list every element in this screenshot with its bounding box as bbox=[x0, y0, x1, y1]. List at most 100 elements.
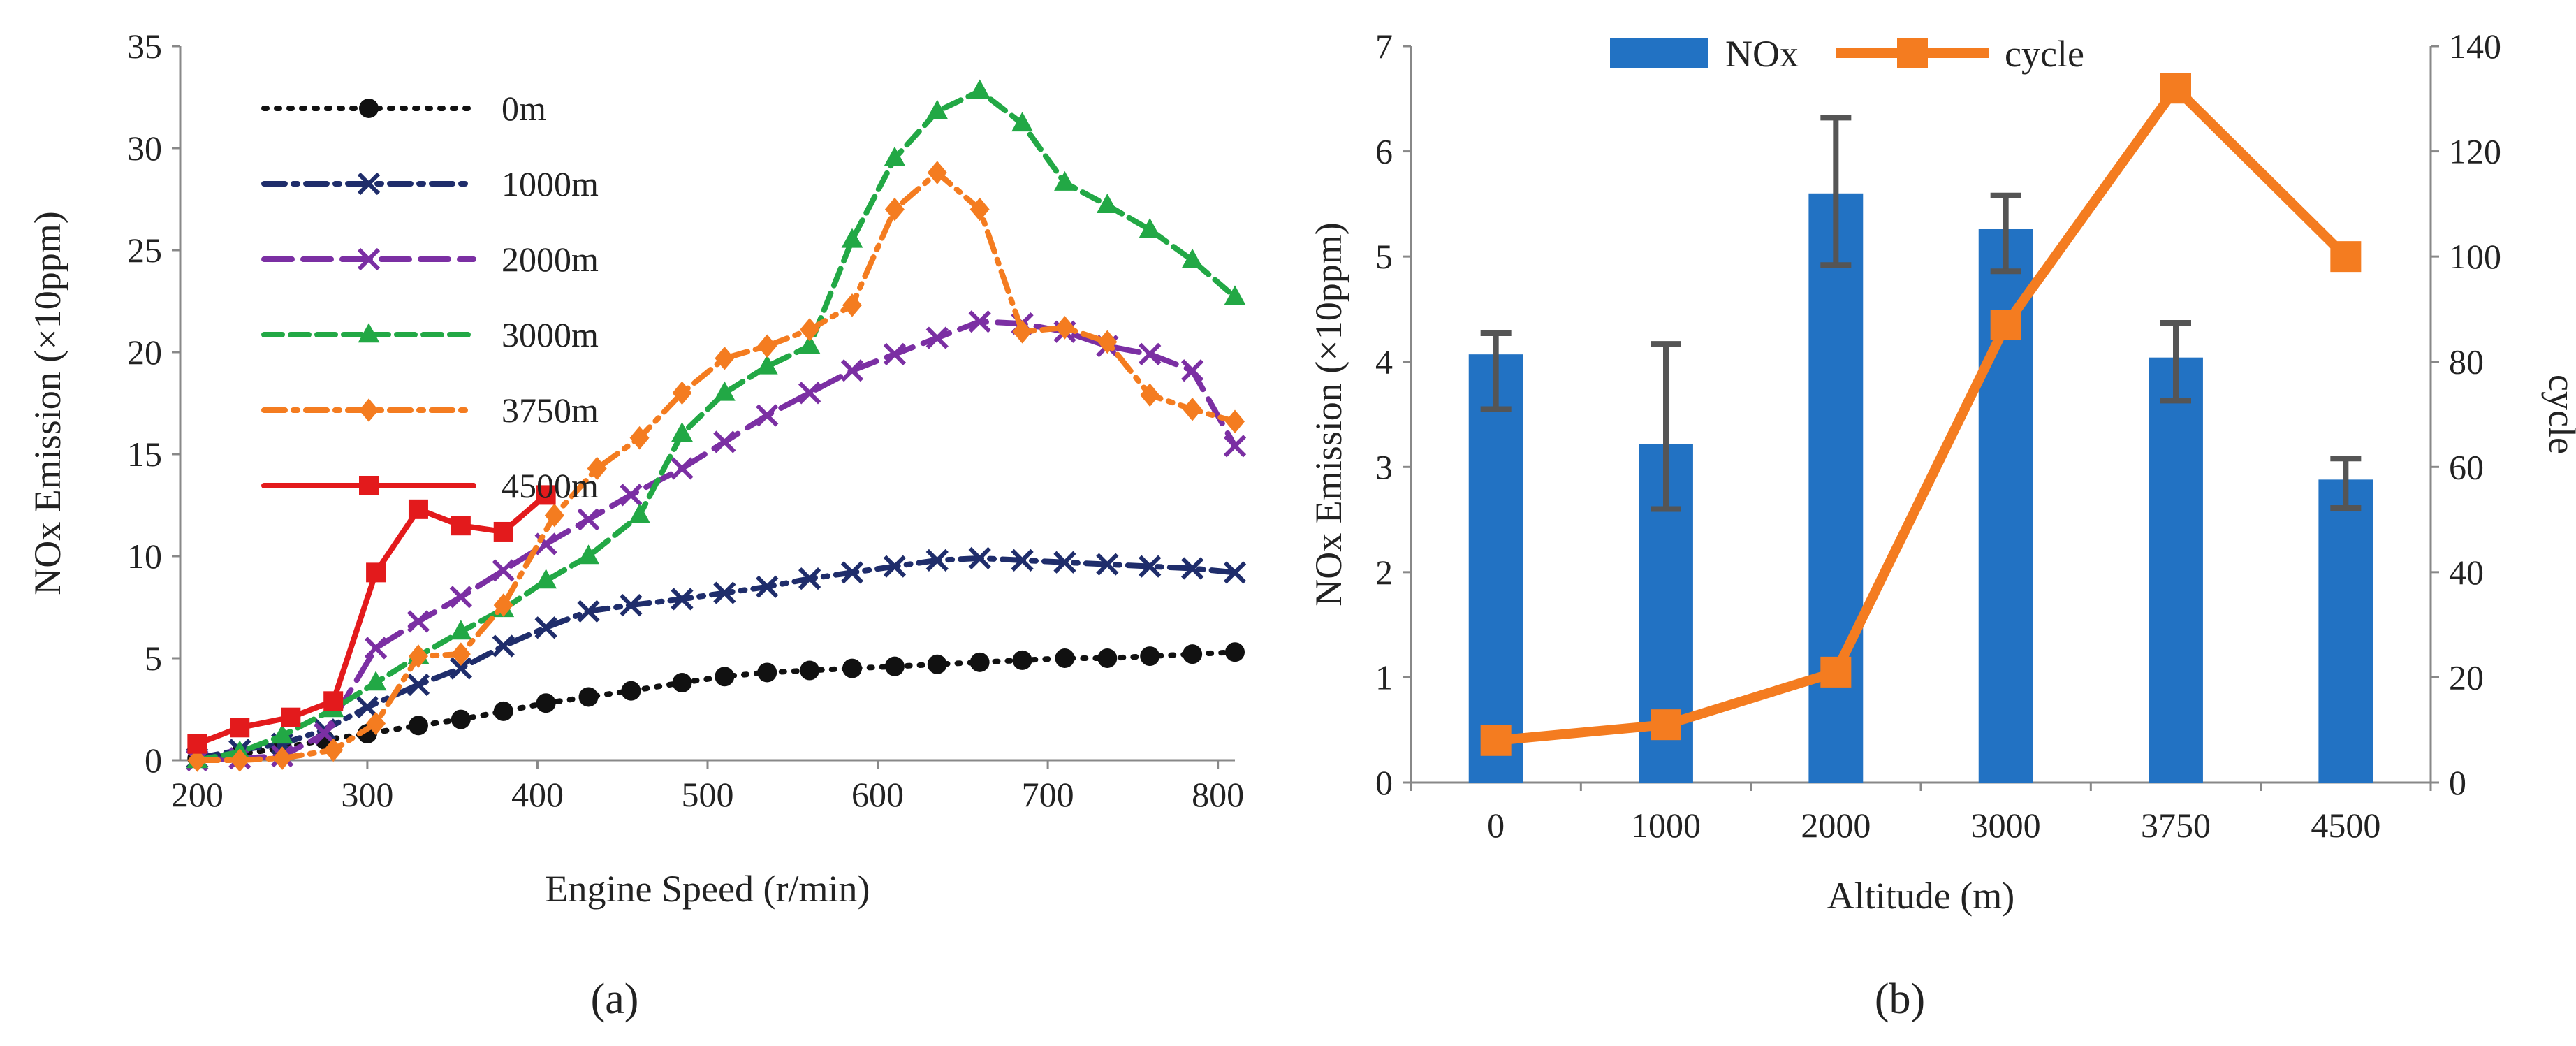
x-tick-label: 0 bbox=[1487, 806, 1505, 845]
data-point bbox=[323, 691, 344, 711]
series-4500m bbox=[187, 485, 556, 754]
legend-marker bbox=[359, 476, 379, 495]
y-tick-label: 4 bbox=[1375, 342, 1393, 382]
legend-label: 0m bbox=[502, 89, 546, 128]
bar-nox bbox=[2149, 357, 2203, 783]
data-point bbox=[883, 555, 907, 578]
data-point bbox=[1054, 170, 1076, 191]
legend-marker bbox=[357, 247, 381, 271]
data-point bbox=[927, 161, 947, 184]
legend-label: 3000m bbox=[502, 315, 599, 354]
y-tick-label: 20 bbox=[127, 333, 162, 372]
data-point bbox=[1180, 359, 1204, 382]
data-point bbox=[969, 79, 991, 99]
data-point bbox=[1225, 409, 1245, 434]
data-point bbox=[629, 426, 650, 450]
data-point bbox=[925, 549, 949, 572]
data-point bbox=[925, 326, 949, 349]
data-point bbox=[969, 652, 990, 672]
y2-tick-label: 20 bbox=[2449, 658, 2484, 697]
data-point bbox=[1012, 320, 1032, 344]
data-point bbox=[408, 644, 428, 668]
x-tick-label: 200 bbox=[171, 775, 224, 814]
data-point bbox=[272, 746, 293, 770]
data-point bbox=[968, 310, 991, 333]
data-point bbox=[365, 671, 387, 691]
data-point bbox=[450, 620, 472, 640]
legend-label: 3750m bbox=[502, 391, 599, 430]
data-point bbox=[356, 695, 379, 719]
data-point bbox=[1096, 553, 1119, 576]
y2-tick-label: 40 bbox=[2449, 553, 2484, 592]
legend-marker-cycle bbox=[1897, 38, 1928, 68]
data-point bbox=[1053, 551, 1076, 574]
data-point bbox=[672, 673, 692, 693]
data-point bbox=[281, 707, 301, 727]
y2-tick-label: 140 bbox=[2449, 27, 2501, 66]
data-point bbox=[366, 711, 386, 736]
data-point bbox=[408, 716, 428, 736]
data-point bbox=[1055, 648, 1075, 668]
data-point bbox=[493, 521, 513, 542]
bar-nox bbox=[2318, 479, 2373, 783]
series-line bbox=[194, 88, 1238, 763]
legend-label-cycle: cycle bbox=[2005, 33, 2084, 75]
data-point bbox=[1012, 650, 1032, 670]
error-bar bbox=[1820, 115, 1852, 268]
error-bar bbox=[1990, 192, 2021, 275]
legend-label: 2000m bbox=[502, 240, 599, 279]
data-point bbox=[1180, 557, 1204, 580]
y-tick-label: 5 bbox=[1375, 237, 1393, 276]
cycle-point bbox=[1820, 656, 1852, 688]
data-point bbox=[493, 701, 513, 721]
data-point bbox=[366, 562, 386, 583]
x-tick-label: 800 bbox=[1192, 775, 1244, 814]
data-point bbox=[187, 748, 207, 772]
x-axis-title: Altitude (m) bbox=[1827, 875, 2014, 917]
series-1000m bbox=[186, 546, 1247, 770]
data-point bbox=[756, 354, 778, 375]
y-tick-label: 0 bbox=[145, 741, 162, 780]
data-point bbox=[1223, 435, 1247, 458]
panel-a-line-chart: 0 5 10 15 20 25 30 35 200 300 400 500 600 700 800 Engin… bbox=[27, 27, 1247, 910]
data-point bbox=[578, 687, 599, 707]
legend-entry: 3000m bbox=[261, 315, 599, 354]
data-point bbox=[1097, 330, 1118, 354]
data-point bbox=[313, 722, 337, 746]
data-point bbox=[578, 544, 599, 565]
legend-label-nox: NOx bbox=[1725, 33, 1799, 75]
data-point bbox=[715, 667, 735, 687]
data-point bbox=[1181, 248, 1203, 268]
y2-tick-label: 120 bbox=[2449, 132, 2501, 171]
cycle-point bbox=[1651, 709, 1681, 741]
data-point bbox=[757, 334, 777, 358]
x-tick-label: 2000 bbox=[1801, 806, 1871, 845]
data-point bbox=[408, 499, 428, 519]
legend-marker bbox=[359, 398, 379, 422]
data-point bbox=[756, 404, 779, 427]
data-point bbox=[536, 485, 556, 505]
legend-marker bbox=[358, 323, 380, 343]
data-point bbox=[1055, 316, 1075, 340]
data-point bbox=[840, 359, 864, 382]
legend-marker bbox=[359, 99, 379, 118]
y-tick-label: 3 bbox=[1375, 447, 1393, 486]
cycle-point bbox=[2330, 241, 2362, 273]
data-point bbox=[1224, 285, 1246, 305]
x-tick-label: 400 bbox=[511, 775, 564, 814]
data-point bbox=[449, 657, 472, 680]
data-point bbox=[798, 567, 821, 590]
y-tick-label: 35 bbox=[127, 27, 162, 66]
legend-swatch-nox bbox=[1610, 38, 1708, 68]
data-point bbox=[1096, 193, 1118, 213]
data-point bbox=[840, 561, 864, 584]
data-point bbox=[842, 293, 863, 317]
caption-b: (b) bbox=[1875, 975, 1925, 1023]
y2-tick-label: 0 bbox=[2449, 763, 2466, 802]
data-point bbox=[492, 559, 515, 582]
data-point bbox=[620, 484, 643, 507]
y-tick-label: 0 bbox=[1375, 763, 1393, 802]
data-point bbox=[1139, 218, 1161, 238]
panel-b-bar-line-chart: 0 1 2 3 4 5 6 7 0 20 40 60 80 100 120 140 0 1000 2000 3000 3… bbox=[1308, 27, 2576, 917]
